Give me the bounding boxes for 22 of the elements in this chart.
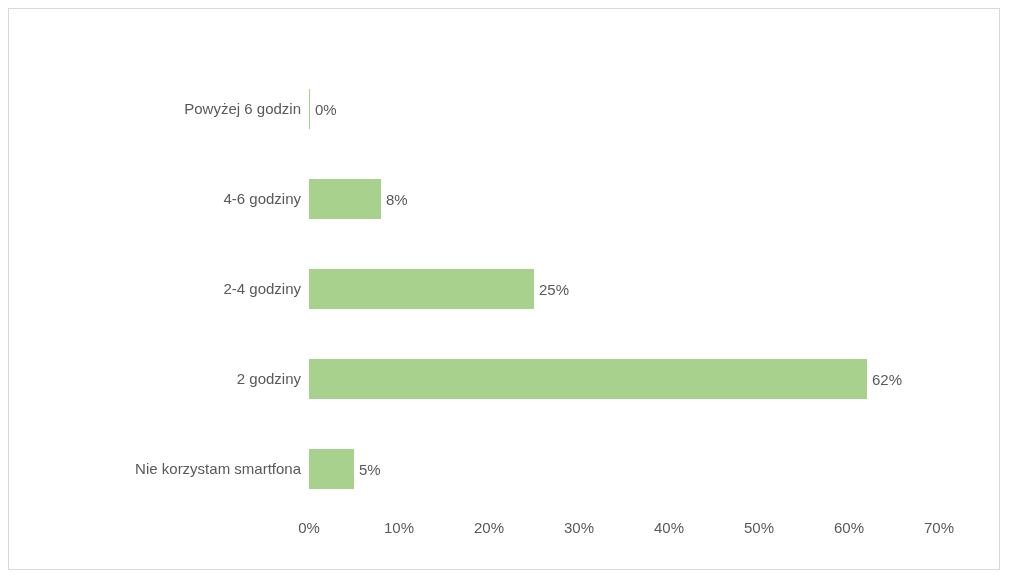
y-tick-label: 4-6 godziny [223,190,302,208]
y-tick-label: Powyżej 6 godzin [184,100,301,118]
x-tick-label: 60% [833,518,865,536]
data-label: 8% [386,190,408,208]
y-tick-label: 2 godziny [236,370,302,388]
data-label: 62% [872,370,903,388]
x-tick-label: 40% [653,518,685,536]
x-tick-label: 20% [473,518,505,536]
bar [309,449,354,489]
x-tick-label: 30% [563,518,595,536]
x-tick-label: 50% [743,518,775,536]
y-tick-label: 2-4 godziny [223,280,302,298]
x-tick-label: 10% [383,518,415,536]
bar [309,269,534,309]
data-label: 25% [539,280,570,298]
data-label: 5% [359,460,381,478]
bar [309,359,867,399]
bar [309,179,381,219]
x-tick-label: 70% [923,518,955,536]
data-label: 0% [315,100,337,118]
y-tick-label: Nie korzystam smartfona [135,460,302,478]
x-tick-label: 0% [298,518,320,536]
